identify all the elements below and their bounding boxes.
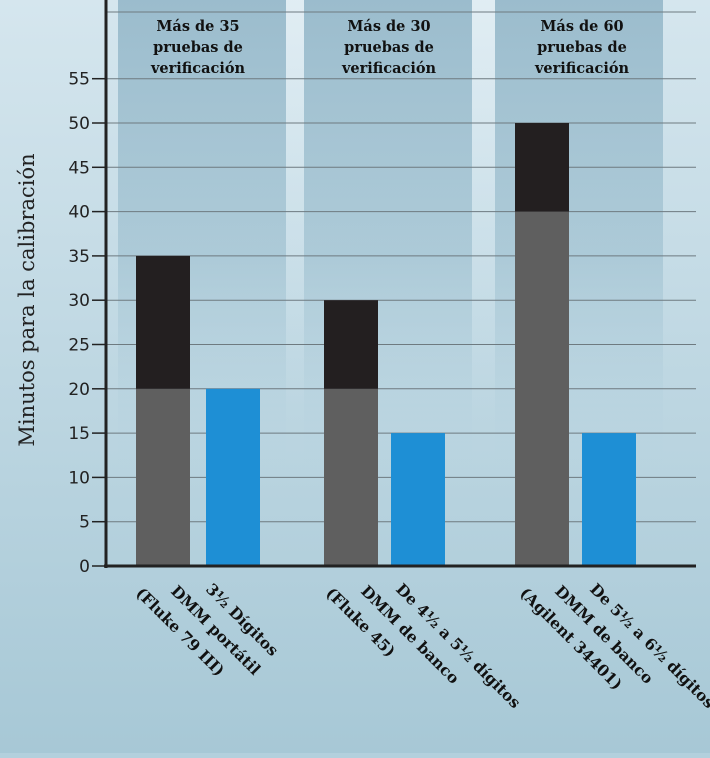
y-tick-label: 50 (68, 114, 90, 134)
group-header-line: pruebas de (537, 39, 627, 56)
y-tick-label: 35 (68, 247, 90, 267)
group-header-line: pruebas de (344, 39, 434, 56)
bar-stack-top (324, 300, 378, 389)
bar-stack-base (136, 388, 190, 566)
group-header-line: verificación (341, 60, 437, 77)
y-tick-label: 10 (68, 468, 90, 488)
group-header-line: pruebas de (153, 39, 243, 56)
y-tick-label: 55 (68, 70, 90, 90)
panel-gap (286, 0, 304, 410)
bar-stack-base (324, 388, 378, 566)
group-header-line: Más de 60 (540, 18, 623, 35)
bar-stack-top (515, 123, 569, 212)
y-axis-title: Minutos para la calibración (15, 153, 39, 446)
y-tick-label: 0 (79, 557, 90, 577)
bar-single (206, 388, 260, 566)
group-header-line: Más de 30 (347, 18, 430, 35)
bar-stack-base (515, 211, 569, 566)
bar-single (582, 433, 636, 566)
bar-stack-top (136, 255, 190, 389)
y-tick-label: 25 (68, 336, 90, 356)
group-header-line: Más de 35 (156, 18, 239, 35)
group-header-line: verificación (534, 60, 630, 77)
group-header-line: verificación (150, 60, 246, 77)
y-tick-label: 45 (68, 158, 90, 178)
bar-single (391, 433, 445, 566)
y-tick-label: 20 (68, 380, 90, 400)
y-tick-label: 15 (68, 424, 90, 444)
y-tick-label: 40 (68, 203, 90, 223)
y-tick-label: 5 (79, 513, 90, 533)
panel-gap (472, 0, 495, 420)
y-tick-label: 30 (68, 291, 90, 311)
